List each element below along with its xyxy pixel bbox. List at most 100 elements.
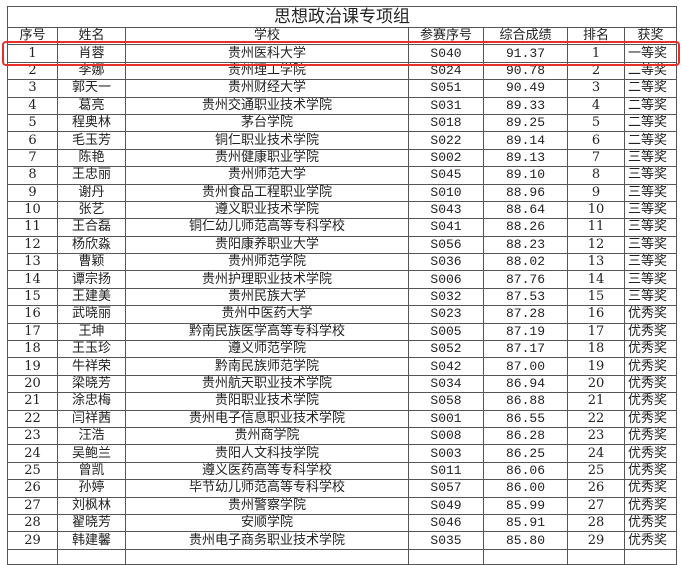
cell-score: 88.64 bbox=[483, 200, 568, 220]
table-row: 17 王坤 黔南民族医学高等专科学校 S005 87.19 17 优秀奖 bbox=[7, 322, 678, 342]
cell-score: 86.55 bbox=[483, 409, 568, 428]
cell-entry-number: S006 bbox=[408, 270, 484, 289]
empty-cell bbox=[125, 548, 409, 565]
table-row: 18 王玉珍 遵义师范学院 S052 87.17 18 优秀奖 bbox=[7, 340, 678, 359]
cell-name: 毛玉芳 bbox=[57, 131, 126, 150]
cell-index: 13 bbox=[7, 253, 58, 272]
cell-entry-number: S001 bbox=[408, 409, 484, 428]
cell-school: 贵州健康职业学院 bbox=[125, 148, 409, 168]
cell-index: 16 bbox=[7, 305, 58, 324]
table-row: 6 毛玉芳 铜仁职业技术学院 S022 89.14 6 二等奖 bbox=[7, 131, 678, 150]
cell-award: 三等奖 bbox=[623, 287, 678, 307]
cell-score: 87.53 bbox=[483, 287, 568, 307]
cell-award: 二等奖 bbox=[623, 113, 678, 133]
empty-cell bbox=[623, 548, 678, 565]
cell-award: 二等奖 bbox=[623, 96, 678, 115]
empty-cell bbox=[7, 548, 58, 565]
cell-entry-number: S058 bbox=[408, 392, 484, 411]
cell-entry-number: S022 bbox=[408, 131, 484, 150]
table-row: 7 陈艳 贵州健康职业学院 S002 89.13 7 三等奖 bbox=[7, 148, 678, 168]
cell-school: 贵州食品工程职业学院 bbox=[125, 183, 409, 202]
cell-name: 涂忠梅 bbox=[57, 392, 126, 411]
cell-rank: 23 bbox=[567, 426, 625, 446]
cell-index: 14 bbox=[7, 270, 58, 289]
table-row: 14 谭宗扬 贵州护理职业技术学院 S006 87.76 14 三等奖 bbox=[7, 270, 678, 289]
cell-name: 吴鲍兰 bbox=[57, 444, 126, 463]
cell-name: 肖蓉 bbox=[57, 44, 126, 63]
cell-award: 优秀奖 bbox=[623, 531, 678, 550]
cell-name: 王玉珍 bbox=[57, 340, 126, 359]
results-table: 思想政治课专项组 序号 姓名 学校 参赛序号 综合成绩 排名 获奖 1 肖蓉 贵州医… bbox=[6, 6, 678, 565]
cell-rank: 18 bbox=[567, 340, 625, 359]
cell-name: 程奥林 bbox=[57, 113, 126, 133]
cell-name: 杨欣淼 bbox=[57, 235, 126, 255]
header-name: 姓名 bbox=[57, 26, 126, 46]
cell-school: 贵州财经大学 bbox=[125, 79, 409, 98]
cell-score: 87.76 bbox=[483, 270, 568, 289]
cell-score: 88.02 bbox=[483, 253, 568, 272]
cell-index: 12 bbox=[7, 235, 58, 255]
cell-rank: 29 bbox=[567, 531, 625, 550]
cell-entry-number: S010 bbox=[408, 183, 484, 202]
cell-entry-number: S036 bbox=[408, 253, 484, 272]
cell-school: 贵州航天职业技术学院 bbox=[125, 374, 409, 394]
cell-school: 毕节幼儿师范高等专科学校 bbox=[125, 479, 409, 498]
cell-name: 谭宗扬 bbox=[57, 270, 126, 289]
cell-name: 张艺 bbox=[57, 200, 126, 220]
table-row: 16 武晓丽 贵州中医药大学 S023 87.28 16 优秀奖 bbox=[7, 305, 678, 324]
cell-award: 优秀奖 bbox=[623, 409, 678, 428]
cell-award: 二等奖 bbox=[623, 131, 678, 150]
cell-school: 贵州中医药大学 bbox=[125, 305, 409, 324]
cell-award: 三等奖 bbox=[623, 253, 678, 272]
cell-score: 86.06 bbox=[483, 461, 568, 481]
cell-rank: 22 bbox=[567, 409, 625, 428]
cell-award: 三等奖 bbox=[623, 166, 678, 185]
cell-rank: 5 bbox=[567, 113, 625, 133]
table-row: 19 牛祥荣 黔南民族师范学院 S042 87.00 19 优秀奖 bbox=[7, 357, 678, 376]
table-row: 22 闫祥茜 贵州电子信息职业技术学院 S001 86.55 22 优秀奖 bbox=[7, 409, 678, 428]
header-score: 综合成绩 bbox=[483, 26, 568, 46]
cell-rank: 16 bbox=[567, 305, 625, 324]
header-index: 序号 bbox=[7, 26, 58, 46]
cell-rank: 3 bbox=[567, 79, 625, 98]
cell-school: 遵义职业技术学院 bbox=[125, 200, 409, 220]
cell-index: 2 bbox=[7, 61, 58, 81]
cell-name: 翟晓芳 bbox=[57, 513, 126, 533]
table-row: 23 汪浩 贵州商学院 S008 86.28 23 优秀奖 bbox=[7, 426, 678, 446]
cell-name: 牛祥荣 bbox=[57, 357, 126, 376]
cell-award: 三等奖 bbox=[623, 200, 678, 220]
cell-name: 曾凯 bbox=[57, 461, 126, 481]
cell-rank: 24 bbox=[567, 444, 625, 463]
table-row: 2 李娜 贵州理工学院 S024 90.78 2 二等奖 bbox=[7, 61, 678, 81]
cell-school: 贵州师范学院 bbox=[125, 253, 409, 272]
cell-index: 11 bbox=[7, 218, 58, 237]
empty-cell bbox=[483, 548, 568, 565]
cell-school: 贵阳职业技术学院 bbox=[125, 392, 409, 411]
cell-name: 武晓丽 bbox=[57, 305, 126, 324]
table-row: 12 杨欣淼 贵阳康养职业大学 S056 88.23 12 三等奖 bbox=[7, 235, 678, 255]
cell-index: 27 bbox=[7, 496, 58, 515]
empty-cell bbox=[567, 548, 625, 565]
cell-award: 优秀奖 bbox=[623, 340, 678, 359]
cell-name: 闫祥茜 bbox=[57, 409, 126, 428]
cell-award: 优秀奖 bbox=[623, 392, 678, 411]
cell-entry-number: S034 bbox=[408, 374, 484, 394]
cell-name: 孙婷 bbox=[57, 479, 126, 498]
cell-name: 曹颖 bbox=[57, 253, 126, 272]
table-row: 8 王忠丽 贵州师范大学 S045 89.10 8 三等奖 bbox=[7, 166, 678, 185]
cell-award: 优秀奖 bbox=[623, 322, 678, 342]
cell-rank: 7 bbox=[567, 148, 625, 168]
cell-rank: 20 bbox=[567, 374, 625, 394]
cell-index: 1 bbox=[7, 44, 58, 63]
cell-award: 优秀奖 bbox=[623, 374, 678, 394]
cell-entry-number: S040 bbox=[408, 44, 484, 63]
cell-score: 86.25 bbox=[483, 444, 568, 463]
cell-name: 刘枫林 bbox=[57, 496, 126, 515]
cell-index: 28 bbox=[7, 513, 58, 533]
cell-index: 8 bbox=[7, 166, 58, 185]
cell-score: 85.80 bbox=[483, 531, 568, 550]
cell-award: 优秀奖 bbox=[623, 513, 678, 533]
table-row: 24 吴鲍兰 贵阳人文科技学院 S003 86.25 24 优秀奖 bbox=[7, 444, 678, 463]
cell-school: 贵州医科大学 bbox=[125, 44, 409, 63]
cell-index: 19 bbox=[7, 357, 58, 376]
